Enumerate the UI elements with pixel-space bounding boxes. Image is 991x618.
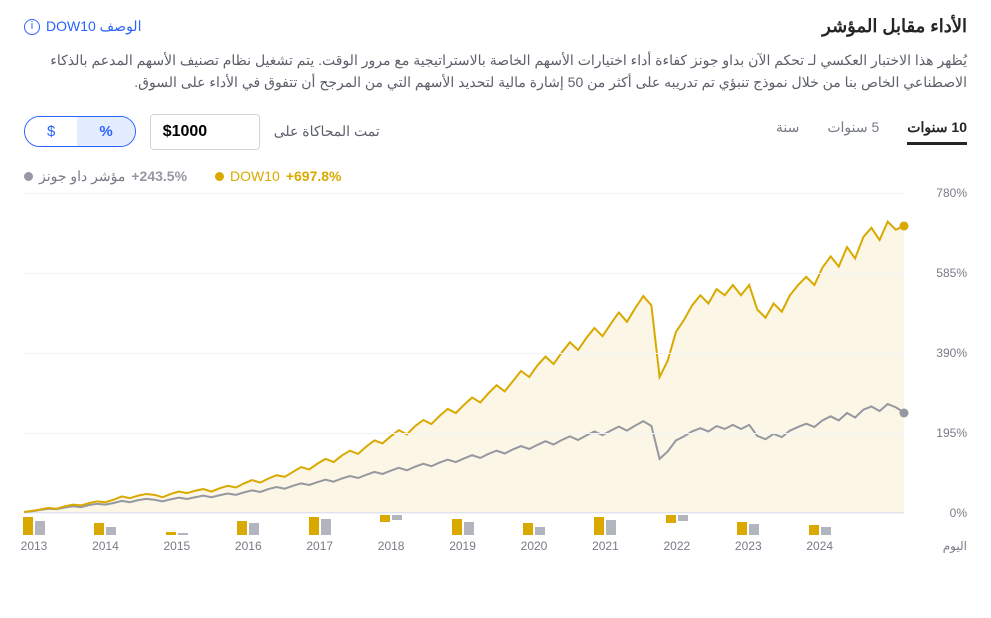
year-bar-pair xyxy=(452,519,474,535)
toggle-percent[interactable]: % xyxy=(77,117,134,146)
chart-legend: مؤشر داو جونز +243.5% DOW10 +697.8% xyxy=(24,168,967,185)
y-tick-label: 195% xyxy=(936,426,967,440)
x-tick-label: 2013 xyxy=(21,539,48,553)
tab-5y[interactable]: 5 سنوات xyxy=(827,119,879,145)
today-label: اليوم xyxy=(943,539,967,553)
toggle-dollar[interactable]: $ xyxy=(25,117,77,146)
year-bar-pair xyxy=(666,515,688,523)
range-tabs: 10 سنوات 5 سنوات سنة xyxy=(776,119,967,145)
year-bar-pair xyxy=(523,523,545,535)
year-bar-pair xyxy=(380,515,402,522)
legend-dot-icon xyxy=(24,172,33,181)
legend-series1: DOW10 +697.8% xyxy=(215,168,341,185)
series-end-dot xyxy=(900,221,909,230)
legend-series2-name: مؤشر داو جونز xyxy=(39,168,125,185)
legend-series1-name: DOW10 xyxy=(230,168,280,184)
legend-series2-value: +243.5% xyxy=(131,168,187,184)
y-tick-label: 390% xyxy=(936,346,967,360)
desc-link-text: الوصف DOW10 xyxy=(46,18,141,35)
info-icon: i xyxy=(24,19,40,35)
year-bar-pair xyxy=(809,525,831,535)
tab-10y[interactable]: 10 سنوات xyxy=(907,119,967,145)
x-tick-label: 2014 xyxy=(92,539,119,553)
amount-input[interactable] xyxy=(150,114,260,150)
year-bar-pair xyxy=(309,517,331,535)
series-end-dot xyxy=(900,409,909,418)
x-tick-label: 2018 xyxy=(378,539,405,553)
year-bar-pair xyxy=(594,517,616,535)
year-bar-pair xyxy=(166,532,188,535)
y-tick-label: 0% xyxy=(950,506,967,520)
unit-toggle: % $ xyxy=(24,116,136,147)
performance-chart: 0%195%390%585%780% 201320142015201620172… xyxy=(24,193,967,563)
x-tick-label: 2023 xyxy=(735,539,762,553)
description-link[interactable]: الوصف DOW10 i xyxy=(24,18,141,35)
legend-dot-icon xyxy=(215,172,224,181)
x-tick-label: 2019 xyxy=(449,539,476,553)
year-bar-pair xyxy=(737,522,759,535)
x-tick-label: 2016 xyxy=(235,539,262,553)
y-tick-label: 780% xyxy=(936,186,967,200)
sim-label: تمت المحاكاة على xyxy=(274,123,380,140)
x-tick-label: 2024 xyxy=(806,539,833,553)
year-bar-pair xyxy=(94,523,116,535)
y-tick-label: 585% xyxy=(936,266,967,280)
description-text: يُظهر هذا الاختبار العكسي لـ تحكم الآن ب… xyxy=(24,49,967,94)
year-bar-pair xyxy=(23,517,45,535)
x-tick-label: 2017 xyxy=(306,539,333,553)
legend-series1-value: +697.8% xyxy=(286,168,342,184)
x-tick-label: 2015 xyxy=(163,539,190,553)
x-tick-label: 2021 xyxy=(592,539,619,553)
year-bar-pair xyxy=(237,521,259,535)
x-tick-label: 2020 xyxy=(521,539,548,553)
tab-1y[interactable]: سنة xyxy=(776,119,799,145)
x-tick-label: 2022 xyxy=(663,539,690,553)
legend-series2: مؤشر داو جونز +243.5% xyxy=(24,168,187,185)
page-title: الأداء مقابل المؤشر xyxy=(822,16,967,37)
